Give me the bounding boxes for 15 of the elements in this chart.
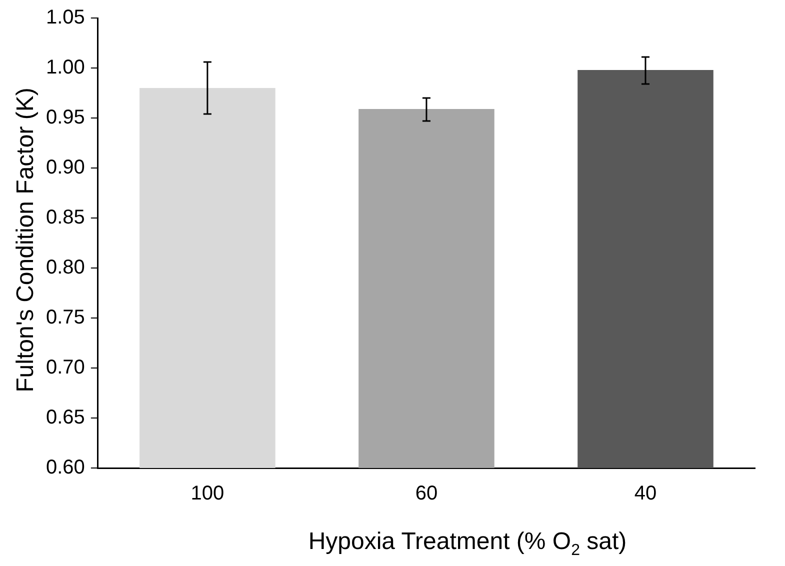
- x-tick-label: 100: [190, 482, 224, 505]
- y-tick-label: 0.95: [46, 106, 85, 129]
- y-axis-title: Fulton's Condition Factor (K): [12, 88, 40, 392]
- y-tick-label: 0.70: [46, 356, 85, 379]
- y-tick-label: 1.00: [46, 56, 85, 79]
- y-tick-label: 0.85: [46, 206, 85, 229]
- y-tick-label: 0.75: [46, 306, 85, 329]
- x-tick-label: 40: [634, 482, 657, 505]
- y-tick-label: 1.05: [46, 6, 85, 29]
- x-axis-title: Hypoxia Treatment (% O$_{2}$ sat): [307, 528, 628, 560]
- y-tick-label: 0.90: [46, 156, 85, 179]
- y-tick-label: 0.60: [46, 456, 85, 479]
- x-tick-label: 60: [415, 482, 438, 505]
- y-tick-label: 0.65: [46, 406, 85, 429]
- y-tick-label: 0.80: [46, 256, 85, 279]
